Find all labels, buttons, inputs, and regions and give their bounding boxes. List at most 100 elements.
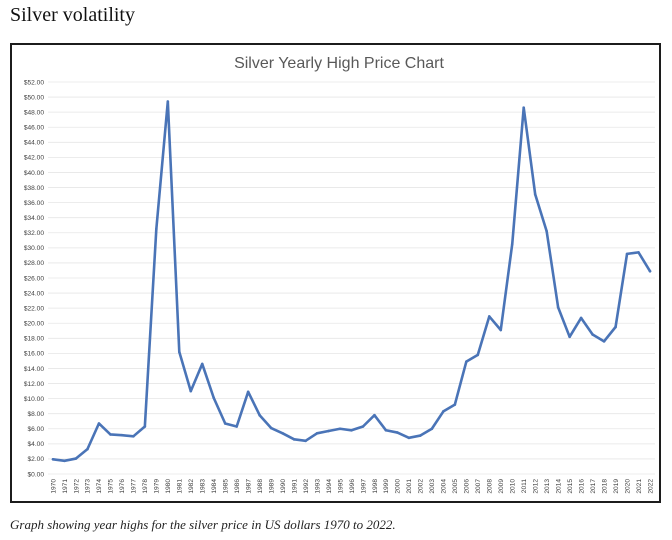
y-tick-label: $12.00 (24, 381, 45, 388)
x-tick-label: 2002 (418, 479, 425, 494)
y-tick-label: $46.00 (24, 125, 45, 132)
x-tick-label: 2022 (647, 479, 654, 494)
data-point (315, 431, 319, 435)
y-tick-label: $52.00 (24, 79, 45, 86)
y-tick-label: $14.00 (24, 366, 45, 373)
data-point (453, 403, 457, 406)
data-point (63, 459, 66, 463)
data-point (246, 390, 250, 394)
data-point (442, 410, 445, 413)
data-point (545, 229, 548, 233)
chart-title: Silver Yearly High Price Chart (234, 55, 444, 72)
data-point (258, 413, 261, 417)
data-point (338, 427, 342, 431)
data-point (407, 436, 411, 440)
y-tick-label: $36.00 (24, 200, 45, 207)
data-point (614, 325, 617, 329)
x-tick-label: 2009 (498, 479, 505, 494)
x-tick-label: 2006 (464, 479, 471, 494)
data-point (419, 434, 422, 437)
data-point (556, 306, 560, 309)
data-point (591, 333, 594, 336)
x-tick-label: 1977 (131, 479, 138, 494)
y-axis-tick-labels: $0.00 $2.00 $4.00 $6.00 $8.00 $10.00 $12.00 $14… (24, 79, 45, 478)
data-point (637, 251, 640, 254)
data-point (200, 362, 204, 366)
x-tick-label: 1995 (337, 479, 344, 494)
y-tick-label: $16.00 (24, 351, 45, 358)
data-point (465, 360, 468, 363)
x-tick-label: 1971 (62, 479, 69, 494)
x-tick-label: 1993 (314, 479, 321, 494)
x-tick-label: 1997 (360, 479, 367, 494)
y-tick-label: $10.00 (24, 396, 45, 403)
series-line (51, 100, 652, 463)
data-point (269, 426, 273, 430)
x-tick-label: 2013 (544, 479, 551, 494)
data-point (476, 353, 480, 357)
x-tick-label: 1972 (73, 479, 80, 494)
data-point (97, 422, 101, 425)
data-point (235, 425, 238, 428)
data-point (166, 100, 170, 103)
data-point (292, 438, 296, 441)
x-tick-label: 1979 (154, 479, 161, 494)
y-tick-label: $30.00 (24, 245, 45, 252)
y-tick-label: $22.00 (24, 305, 45, 312)
data-point (177, 350, 181, 354)
data-point (304, 439, 307, 443)
y-tick-label: $6.00 (27, 426, 44, 433)
x-tick-label: 2000 (395, 479, 402, 494)
y-tick-label: $34.00 (24, 215, 45, 222)
y-tick-label: $26.00 (24, 275, 45, 282)
x-tick-label: 2001 (406, 479, 413, 494)
x-tick-label: 1996 (349, 479, 356, 494)
data-point (430, 427, 434, 431)
y-tick-label: $24.00 (24, 290, 45, 297)
x-tick-label: 2012 (532, 479, 539, 494)
x-tick-label: 2011 (521, 479, 528, 494)
x-tick-label: 2016 (578, 479, 585, 494)
x-tick-label: 1987 (245, 479, 252, 494)
data-point (568, 335, 571, 339)
y-tick-label: $2.00 (27, 456, 44, 463)
y-tick-label: $40.00 (24, 170, 45, 177)
y-tick-label: $38.00 (24, 185, 45, 192)
data-point (223, 422, 227, 425)
y-tick-label: $18.00 (24, 336, 45, 343)
y-tick-label: $32.00 (24, 230, 45, 237)
data-point (602, 340, 606, 343)
x-tick-label: 2015 (567, 479, 574, 494)
x-tick-label: 1975 (108, 479, 115, 494)
x-tick-label: 1980 (165, 479, 172, 494)
x-tick-label: 1970 (50, 479, 57, 494)
data-point (189, 389, 193, 393)
x-tick-label: 1981 (177, 479, 184, 494)
x-tick-label: 1998 (372, 479, 379, 494)
y-tick-label: $20.00 (24, 321, 45, 328)
x-tick-label: 2017 (590, 479, 597, 494)
data-point (533, 193, 537, 196)
y-tick-label: $28.00 (24, 260, 45, 267)
x-tick-label: 2018 (601, 479, 608, 494)
x-tick-label: 1999 (383, 479, 390, 494)
data-point (625, 252, 629, 256)
x-tick-label: 2010 (510, 479, 517, 494)
x-tick-label: 2007 (475, 479, 482, 494)
y-tick-label: $50.00 (24, 94, 45, 101)
silver-price-chart: Silver Yearly High Price Chart $0.00 $2.0… (24, 55, 655, 494)
y-tick-label: $42.00 (24, 155, 45, 162)
x-tick-label: 1992 (303, 479, 310, 494)
data-point (648, 269, 652, 273)
x-tick-label: 1985 (223, 479, 230, 494)
x-tick-label: 1974 (96, 479, 103, 494)
data-point (51, 458, 55, 461)
data-point (86, 447, 89, 451)
x-tick-label: 1988 (257, 479, 264, 494)
x-tick-label: 2005 (452, 479, 459, 494)
page-heading: Silver volatility (10, 4, 135, 26)
chart-frame: Silver Yearly High Price Chart $0.00 $2.0… (10, 43, 661, 503)
x-tick-label: 1978 (142, 479, 149, 494)
y-tick-label: $8.00 (27, 411, 44, 418)
data-point (350, 428, 353, 432)
